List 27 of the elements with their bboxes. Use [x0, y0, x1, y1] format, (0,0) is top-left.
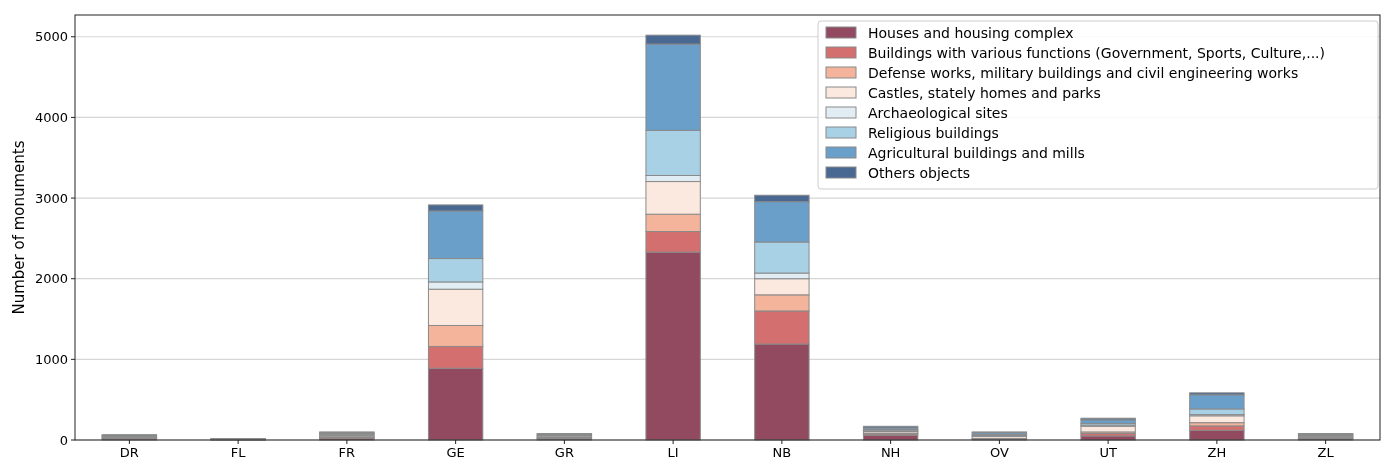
legend-label: Religious buildings	[868, 124, 999, 141]
x-tick-label: GE	[446, 445, 465, 460]
y-tick-label: 4000	[34, 109, 68, 125]
x-tick-label: FR	[338, 445, 356, 460]
y-tick-label: 3000	[34, 190, 68, 206]
legend-label: Defense works, military buildings and civil engineering works	[868, 64, 1299, 81]
x-tick-label: ZL	[1317, 445, 1335, 460]
x-tick-label: OV	[989, 445, 1009, 460]
x-tick-label: FL	[230, 445, 247, 460]
legend-label: Agricultural buildings and mills	[868, 144, 1085, 161]
x-tick-label: NH	[880, 445, 901, 460]
x-tick-label: LI	[667, 445, 679, 460]
y-tick-label: 1000	[34, 351, 68, 367]
x-tick-label: DR	[119, 445, 139, 460]
y-tick-label: 0	[59, 432, 68, 448]
x-tick-label: ZH	[1207, 445, 1227, 460]
legend-label: Archaeological sites	[868, 104, 1008, 121]
x-tick-label: GR	[554, 445, 574, 460]
legend-label: Castles, stately homes and parks	[868, 84, 1101, 101]
y-tick-label: 2000	[34, 271, 68, 287]
x-tick-label: NB	[772, 445, 792, 460]
y-tick-label: 5000	[34, 29, 68, 45]
legend-label: Houses and housing complex	[868, 24, 1074, 41]
x-tick-label: UT	[1099, 445, 1117, 460]
y-axis-title: Number of monuments	[10, 140, 28, 315]
legend-label: Buildings with various functions (Government, Sports, Culture,...)	[868, 44, 1325, 61]
legend-label: Others objects	[868, 164, 970, 181]
